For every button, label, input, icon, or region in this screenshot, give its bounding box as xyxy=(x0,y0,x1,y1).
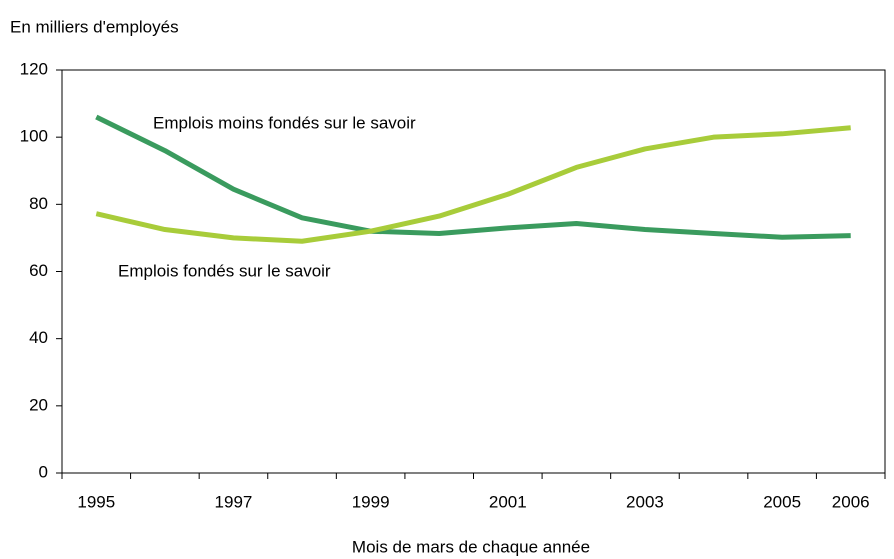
y-axis-label: En milliers d'employés xyxy=(10,17,179,36)
line-series xyxy=(95,125,851,244)
y-tick-label: 20 xyxy=(29,395,48,414)
y-tick-label: 40 xyxy=(29,328,48,347)
line-series xyxy=(95,114,851,240)
y-tick-label: 60 xyxy=(29,261,48,280)
y-tick-label: 100 xyxy=(20,127,48,146)
x-tick-label: 1999 xyxy=(352,492,390,511)
x-tick-label: 2005 xyxy=(763,492,801,511)
x-tick-label: 2003 xyxy=(626,492,664,511)
y-tick-label: 0 xyxy=(39,462,48,481)
y-tick-label: 120 xyxy=(20,59,48,78)
series-label: Emplois fondés sur le savoir xyxy=(118,261,331,280)
series-label: Emplois moins fondés sur le savoir xyxy=(153,113,416,132)
x-tick-label: 2001 xyxy=(489,492,527,511)
x-tick-label: 2006 xyxy=(832,492,870,511)
x-axis-label: Mois de mars de chaque année xyxy=(352,537,590,556)
x-tick-label: 1997 xyxy=(215,492,253,511)
y-tick-label: 80 xyxy=(29,194,48,213)
x-tick-label: 1995 xyxy=(77,492,115,511)
